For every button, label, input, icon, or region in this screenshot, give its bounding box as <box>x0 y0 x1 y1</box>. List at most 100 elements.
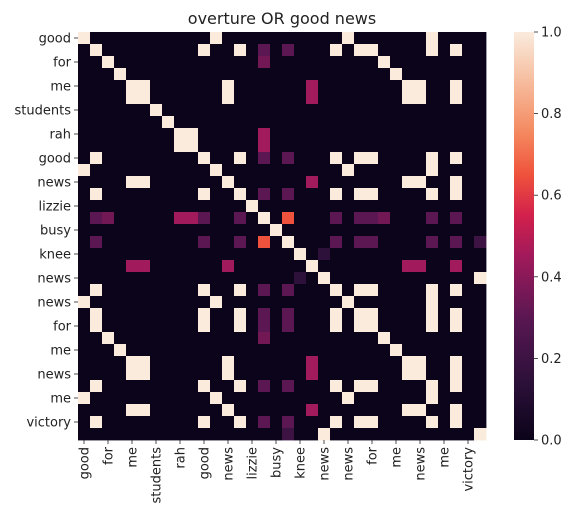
y-tick-label: good <box>39 152 71 167</box>
heatmap-cell <box>258 236 271 249</box>
heatmap-cell <box>90 392 103 405</box>
heatmap-cell <box>342 164 355 177</box>
heatmap-cell <box>174 392 187 405</box>
heatmap-cell <box>378 308 391 321</box>
heatmap-cell <box>270 356 283 369</box>
heatmap-cell <box>438 44 451 57</box>
heatmap-cell <box>342 188 355 201</box>
heatmap-cell <box>414 344 427 357</box>
y-tick-label: knee <box>39 248 71 263</box>
heatmap-cell <box>282 44 295 57</box>
heatmap-cell <box>258 284 271 297</box>
heatmap-cell <box>438 320 451 333</box>
heatmap-cell <box>270 92 283 105</box>
heatmap-cell <box>474 380 487 393</box>
heatmap-cell <box>282 56 295 69</box>
heatmap-cell <box>126 380 139 393</box>
heatmap-cell <box>354 344 367 357</box>
heatmap-cell <box>342 248 355 261</box>
heatmap-cell <box>366 128 379 141</box>
heatmap-cell <box>246 116 259 129</box>
heatmap-cell <box>222 164 235 177</box>
heatmap-cell <box>402 392 415 405</box>
heatmap-cell <box>366 200 379 213</box>
heatmap-cell <box>210 44 223 57</box>
heatmap-cell <box>162 32 175 45</box>
heatmap-cell <box>234 212 247 225</box>
heatmap-cell <box>318 104 331 117</box>
heatmap-cell <box>102 224 115 237</box>
heatmap-cell <box>414 56 427 69</box>
heatmap-cell <box>222 260 235 273</box>
heatmap-cell <box>378 356 391 369</box>
heatmap-cell <box>234 140 247 153</box>
heatmap-cell <box>198 272 211 285</box>
heatmap-cell <box>270 404 283 417</box>
heatmap-cell <box>378 104 391 117</box>
heatmap-cell <box>402 332 415 345</box>
heatmap-cell <box>462 308 475 321</box>
heatmap-cell <box>114 212 127 225</box>
heatmap-cell <box>102 92 115 105</box>
heatmap-cell <box>246 44 259 57</box>
heatmap-cell <box>126 80 139 93</box>
heatmap-cell <box>186 56 199 69</box>
heatmap-cell <box>438 176 451 189</box>
heatmap-cell <box>414 188 427 201</box>
heatmap-cell <box>246 56 259 69</box>
heatmap-cell <box>114 128 127 141</box>
heatmap-cell <box>198 332 211 345</box>
heatmap-cell <box>270 32 283 45</box>
y-tick-label: me <box>50 392 71 407</box>
heatmap-cell <box>270 68 283 81</box>
heatmap-cell <box>282 116 295 129</box>
heatmap-cell <box>330 260 343 273</box>
x-tick-label: news <box>222 447 237 481</box>
heatmap-cell <box>390 68 403 81</box>
heatmap-cell <box>150 92 163 105</box>
heatmap-cell <box>390 188 403 201</box>
heatmap-cell <box>450 428 463 441</box>
heatmap-cell <box>366 332 379 345</box>
heatmap-cell <box>126 320 139 333</box>
heatmap-cell <box>318 236 331 249</box>
heatmap-cell <box>390 140 403 153</box>
heatmap-cell <box>342 212 355 225</box>
heatmap-cell <box>90 368 103 381</box>
heatmap-cell <box>462 428 475 441</box>
heatmap-cell <box>210 368 223 381</box>
heatmap-cell <box>78 296 91 309</box>
heatmap-cell <box>246 236 259 249</box>
heatmap-cell <box>186 308 199 321</box>
heatmap-cell <box>78 128 91 141</box>
heatmap-cell <box>174 236 187 249</box>
heatmap-cell <box>222 428 235 441</box>
heatmap-cell <box>210 56 223 69</box>
heatmap-cell <box>258 188 271 201</box>
heatmap-cell <box>234 80 247 93</box>
heatmap-cell <box>462 248 475 261</box>
heatmap-cell <box>90 272 103 285</box>
heatmap-cell <box>438 260 451 273</box>
x-tick-label: me <box>390 447 405 468</box>
heatmap-cell <box>450 260 463 273</box>
heatmap-cell <box>426 128 439 141</box>
heatmap-cell <box>306 428 319 441</box>
heatmap-cell <box>162 128 175 141</box>
heatmap-cell <box>342 380 355 393</box>
heatmap-cell <box>306 68 319 81</box>
heatmap-cell <box>270 344 283 357</box>
heatmap-cell <box>102 320 115 333</box>
heatmap-cell <box>162 368 175 381</box>
heatmap-cell <box>186 284 199 297</box>
heatmap-cell <box>186 332 199 345</box>
heatmap-cell <box>438 200 451 213</box>
heatmap-cell <box>150 104 163 117</box>
heatmap-cell <box>474 284 487 297</box>
heatmap-cell <box>222 392 235 405</box>
x-tick-label: news <box>342 447 357 481</box>
heatmap-cell <box>222 200 235 213</box>
heatmap-cell <box>354 392 367 405</box>
y-tick-label: victory <box>26 416 71 431</box>
heatmap-cell <box>198 368 211 381</box>
